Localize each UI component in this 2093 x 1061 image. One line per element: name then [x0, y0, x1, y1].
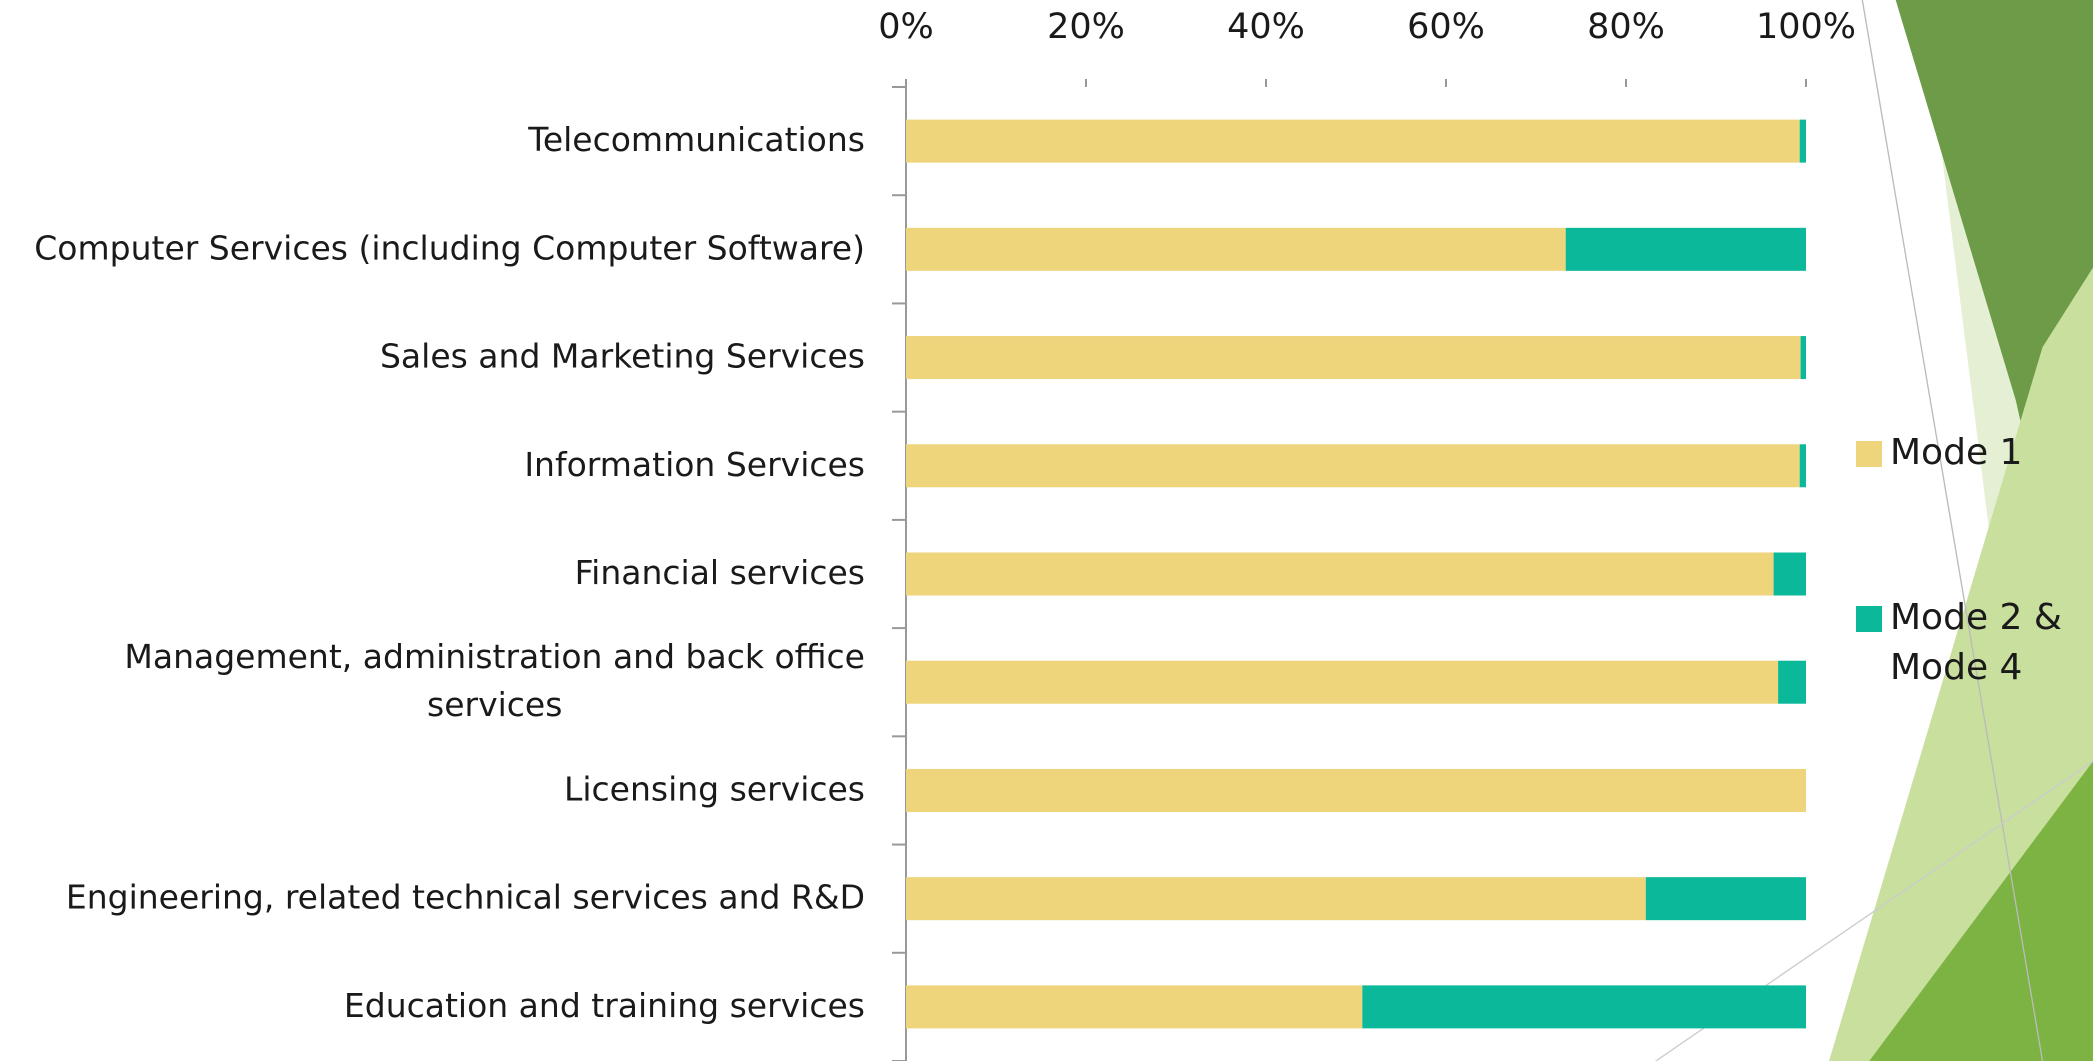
decoration [1655, 0, 2093, 1061]
bar-segment [906, 336, 1801, 380]
deco-shape [1869, 761, 2093, 1061]
bar-segment [906, 877, 1646, 921]
x-tick-label: 60% [1407, 7, 1485, 47]
legend-swatch [1856, 606, 1882, 632]
legend-swatch [1856, 441, 1882, 467]
legend-label: Mode 1 [1890, 432, 2022, 473]
x-tick-label: 100% [1756, 7, 1856, 47]
bar-segment [1799, 444, 1806, 488]
category-label: Computer Services (including Computer So… [34, 228, 865, 267]
bar-segment [906, 227, 1566, 271]
bar-segment [1773, 552, 1806, 596]
bar-segment [906, 985, 1363, 1029]
bar-segment [906, 768, 1806, 812]
bar-segment [906, 444, 1800, 488]
bar-segment [906, 552, 1774, 596]
legend-label: Mode 2 & Mode 4 [1890, 597, 2062, 688]
deco-line [1861, 0, 2044, 1061]
category-label: Telecommunications [527, 120, 865, 159]
category-label: Education and training services [344, 985, 865, 1024]
bar-segment [1778, 660, 1806, 704]
x-tick-label: 0% [878, 7, 934, 47]
category-label: Sales and Marketing Services [380, 336, 865, 375]
x-tick-label: 20% [1047, 7, 1125, 47]
bar-segment [1565, 227, 1806, 271]
bar-segment [1799, 119, 1806, 163]
category-label: Information Services [524, 444, 865, 483]
bar-segment [906, 660, 1779, 704]
category-label: Financial services [575, 553, 865, 592]
category-label: Licensing services [564, 769, 865, 808]
x-tick-label: 40% [1227, 7, 1305, 47]
category-label: Engineering, related technical services … [66, 877, 865, 916]
bar-segment [906, 119, 1800, 163]
bar-segment [1800, 336, 1806, 380]
bar-segment [1362, 985, 1806, 1029]
category-label: Management, administration and back offi… [124, 637, 865, 724]
bar-segment [1645, 877, 1806, 921]
x-tick-label: 80% [1587, 7, 1665, 47]
deco-shape [1895, 0, 2093, 747]
